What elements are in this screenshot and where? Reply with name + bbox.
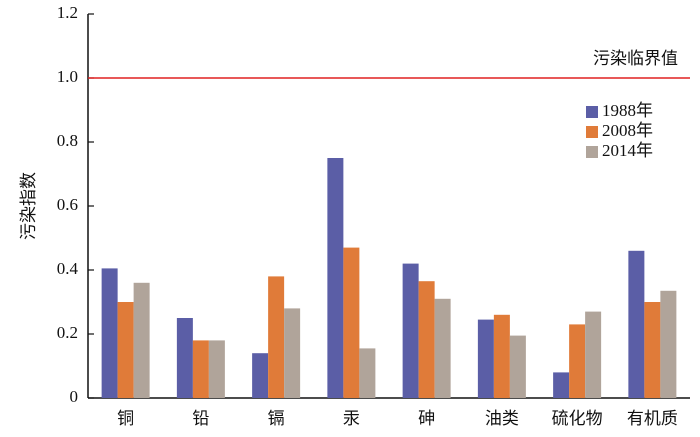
y-tick-label: 0.8 xyxy=(57,131,78,150)
bar xyxy=(359,348,376,398)
x-tick-label: 砷 xyxy=(418,409,435,428)
legend-label: 1988年 xyxy=(602,101,653,120)
legend-swatch xyxy=(586,126,598,138)
x-tick-label: 铅 xyxy=(192,409,209,428)
bar xyxy=(208,340,225,398)
bar xyxy=(585,311,602,398)
y-tick-label: 0.4 xyxy=(57,259,79,278)
bar xyxy=(327,158,344,398)
bar xyxy=(402,263,419,398)
y-tick-label: 1.0 xyxy=(57,67,78,86)
x-tick-label: 镉 xyxy=(268,409,285,428)
bar xyxy=(493,314,510,398)
legend-label: 2014年 xyxy=(602,141,653,160)
bar xyxy=(660,290,677,398)
y-tick-label: 0.2 xyxy=(57,323,78,342)
bar xyxy=(553,372,570,398)
x-tick-label: 汞 xyxy=(343,409,360,428)
legend-swatch xyxy=(586,106,598,118)
bar xyxy=(418,281,435,398)
bar xyxy=(192,340,209,398)
x-tick-label: 硫化物 xyxy=(552,409,603,428)
bar xyxy=(117,302,134,398)
bar xyxy=(477,319,494,398)
bar xyxy=(509,335,526,398)
y-tick-label: 0.6 xyxy=(57,195,78,214)
bar xyxy=(252,353,269,398)
y-tick-label: 0 xyxy=(70,387,79,406)
y-tick-label: 1.2 xyxy=(57,3,78,22)
bar xyxy=(176,318,193,398)
x-tick-label: 油类 xyxy=(485,409,519,428)
bar xyxy=(268,276,285,398)
x-tick-label: 有机质 xyxy=(627,409,678,428)
bar xyxy=(284,308,301,398)
legend-label: 2008年 xyxy=(602,121,653,140)
legend-swatch xyxy=(586,146,598,158)
y-axis-label: 污染指数 xyxy=(19,172,38,240)
bar xyxy=(628,250,645,398)
threshold-label: 污染临界值 xyxy=(593,49,678,68)
bar xyxy=(343,247,360,398)
x-tick-label: 铜 xyxy=(117,409,134,428)
bar xyxy=(101,268,118,398)
bar xyxy=(133,282,150,398)
bar xyxy=(434,298,451,398)
bar xyxy=(644,302,661,398)
bar xyxy=(569,324,586,398)
